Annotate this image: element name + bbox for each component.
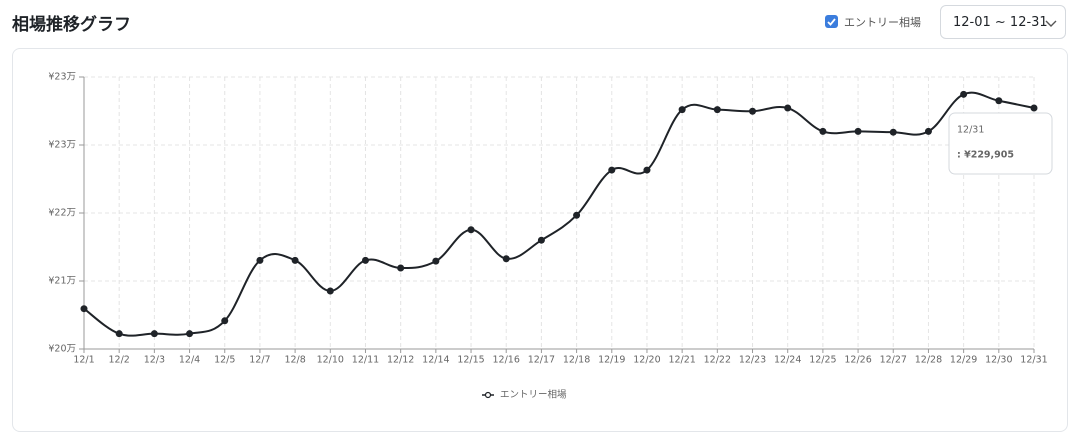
- x-tick-label: 12/10: [317, 355, 344, 366]
- y-tick-label: ¥23万: [48, 72, 76, 83]
- x-tick-label: 12/29: [950, 355, 977, 366]
- y-tick-label: ¥22万: [48, 208, 76, 219]
- x-tick-label: 12/21: [668, 355, 695, 366]
- x-tick-label: 12/19: [598, 355, 625, 366]
- point: [643, 166, 651, 174]
- x-tick-label: 12/24: [774, 355, 801, 366]
- x-tick-label: 12/22: [704, 355, 731, 366]
- check-icon: [827, 18, 836, 26]
- point: [889, 128, 897, 136]
- checkbox[interactable]: [825, 15, 838, 28]
- point: [291, 256, 299, 264]
- point: [713, 106, 721, 114]
- x-tick-label: 12/28: [915, 355, 942, 366]
- x-tick-label: 12/4: [179, 355, 200, 366]
- point: [150, 330, 158, 338]
- tooltip-box: [948, 112, 1053, 175]
- x-tick-label: 12/2: [109, 355, 130, 366]
- chevron: [1045, 20, 1057, 27]
- x-tick-label: 12/20: [633, 355, 660, 366]
- x-tick-label: 12/23: [739, 355, 766, 366]
- x-tick-label: 12/30: [985, 355, 1012, 366]
- date-range: 12-01 ~ 12-31: [953, 15, 1048, 30]
- x-tick-label: 12/12: [387, 355, 414, 366]
- x-tick-label: 12/26: [844, 355, 871, 366]
- x-tick-label: 12/14: [422, 355, 449, 366]
- y-tick-label: ¥20万: [48, 344, 76, 355]
- point: [854, 127, 862, 135]
- point: [361, 256, 369, 264]
- chart-card: [12, 48, 1068, 432]
- x-tick-label: 12/11: [352, 355, 379, 366]
- point: [995, 97, 1003, 105]
- point: [256, 256, 264, 264]
- point: [432, 257, 440, 265]
- point: [115, 330, 123, 338]
- x-tick-label: 12/25: [809, 355, 836, 366]
- x-tick-label: 12/16: [493, 355, 520, 366]
- point: [608, 166, 616, 174]
- line: [83, 91, 1035, 337]
- x-tick-label: 12/7: [249, 355, 270, 366]
- point: [749, 107, 757, 115]
- point: [1030, 104, 1038, 112]
- tooltip-title: 12/31: [957, 125, 984, 136]
- point: [186, 330, 194, 338]
- legend-label: エントリー相場: [500, 389, 567, 401]
- point: [467, 226, 475, 234]
- x-tick-label: 12/17: [528, 355, 555, 366]
- point: [960, 90, 968, 98]
- x-tick-label: 12/8: [284, 355, 305, 366]
- y-tick-label: ¥23万: [48, 140, 76, 151]
- date-select[interactable]: 12-01 ~ 12-31: [940, 5, 1066, 39]
- point: [397, 264, 405, 272]
- point: [678, 106, 686, 114]
- point: [537, 236, 545, 244]
- point: [326, 287, 334, 295]
- checkbox-label[interactable]: エントリー相場: [844, 16, 921, 29]
- x-tick-label: 12/5: [214, 355, 235, 366]
- y-tick-label: ¥21万: [48, 276, 76, 287]
- point: [80, 305, 88, 313]
- page-title: 相場推移グラフ: [12, 15, 131, 35]
- x-tick-label: 12/1: [73, 355, 94, 366]
- x-tick-label: 12/27: [880, 355, 907, 366]
- point: [819, 127, 827, 135]
- point: [221, 317, 229, 325]
- point: [784, 104, 792, 112]
- point: [573, 211, 581, 219]
- x-tick-label: 12/31: [1020, 355, 1047, 366]
- point: [502, 255, 510, 263]
- x-tick-label: 12/15: [457, 355, 484, 366]
- x-tick-label: 12/3: [144, 355, 165, 366]
- point: [924, 127, 932, 135]
- legend-marker: [484, 391, 492, 399]
- tooltip-text: : ¥229,905: [957, 150, 1014, 161]
- x-tick-label: 12/18: [563, 355, 590, 366]
